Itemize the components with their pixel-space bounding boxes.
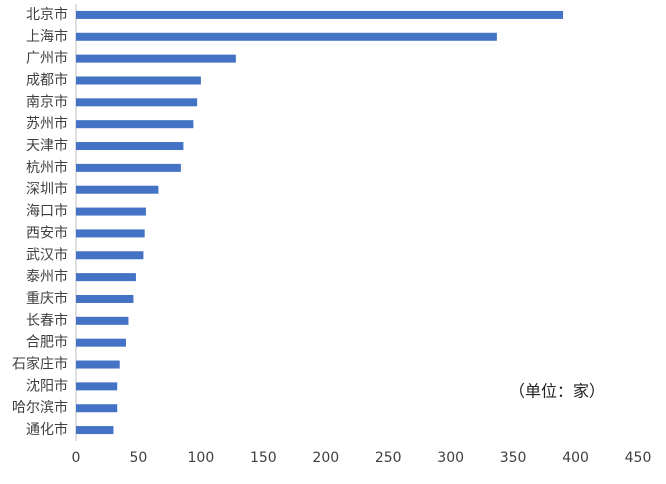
x-tick-label: 200 xyxy=(312,450,339,466)
bar xyxy=(76,360,120,369)
y-tick-label: 通化市 xyxy=(26,421,68,438)
y-tick-label: 石家庄市 xyxy=(12,356,68,373)
y-tick-label: 泰州市 xyxy=(26,268,68,285)
bar xyxy=(76,120,194,129)
y-tick-label: 成都市 xyxy=(26,71,68,88)
x-tick-label: 450 xyxy=(625,450,652,466)
x-tick-label: 50 xyxy=(130,450,148,466)
bar xyxy=(76,251,144,260)
y-tick-label: 深圳市 xyxy=(26,181,68,198)
y-tick-label: 长春市 xyxy=(26,312,68,329)
y-tick-label: 杭州市 xyxy=(26,159,68,176)
bar xyxy=(76,10,564,19)
bar xyxy=(76,229,145,238)
bar xyxy=(76,316,129,325)
x-tick-label: 250 xyxy=(375,450,402,466)
y-tick-label: 沈阳市 xyxy=(26,377,68,394)
bar xyxy=(76,426,114,435)
bar xyxy=(76,207,146,216)
y-tick-label: 天津市 xyxy=(26,137,68,154)
y-tick-label: 武汉市 xyxy=(26,246,68,263)
y-tick-label: 重庆市 xyxy=(26,290,68,307)
y-tick-label: 合肥市 xyxy=(26,334,68,351)
bar xyxy=(76,294,134,303)
x-tick-label: 150 xyxy=(250,450,277,466)
y-tick-label: 苏州市 xyxy=(26,115,68,132)
bar xyxy=(76,54,236,63)
annotation: （单位：家） xyxy=(509,382,605,401)
y-tick-label: 南京市 xyxy=(26,93,68,110)
y-tick-label: 广州市 xyxy=(26,50,68,67)
bar xyxy=(76,32,497,41)
y-tick-label: 哈尔滨市 xyxy=(12,399,68,416)
y-tick-label: 北京市 xyxy=(26,6,68,23)
bar xyxy=(76,142,184,151)
y-tick-label: 上海市 xyxy=(26,28,68,45)
x-tick-label: 0 xyxy=(72,450,81,466)
x-tick-label: 100 xyxy=(188,450,215,466)
y-tick-label: 海口市 xyxy=(26,203,68,220)
bar xyxy=(76,404,118,413)
bar xyxy=(76,273,136,282)
bar xyxy=(76,76,201,85)
x-tick-label: 300 xyxy=(437,450,464,466)
y-tick-label: 西安市 xyxy=(26,224,68,241)
x-tick-label: 350 xyxy=(500,450,527,466)
bar xyxy=(76,163,181,172)
bar xyxy=(76,185,159,194)
bar xyxy=(76,382,118,391)
bar xyxy=(76,338,126,347)
x-tick-label: 400 xyxy=(562,450,589,466)
bar xyxy=(76,98,198,107)
